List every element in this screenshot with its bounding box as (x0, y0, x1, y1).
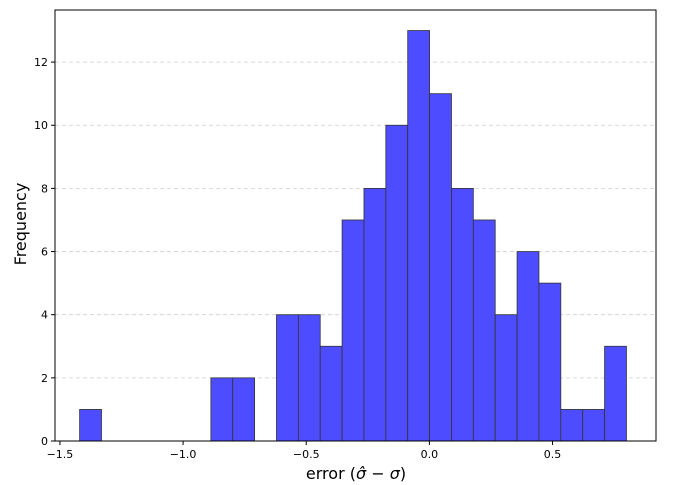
histogram-bar (516, 251, 540, 442)
y-axis-label: Frequency (11, 183, 30, 266)
x-axis-label-sigma-hat: σ̂ (356, 464, 367, 483)
histogram-bar (494, 314, 518, 442)
histogram-bar (604, 345, 627, 442)
x-tick-label: −0.5 (293, 448, 320, 461)
histogram-bar (385, 124, 409, 442)
y-tick-label: 10 (34, 119, 48, 132)
histogram-bar (210, 377, 234, 442)
y-tick-label: 8 (41, 182, 48, 195)
histogram-bar (407, 30, 430, 442)
x-tick-label: 0.5 (544, 448, 562, 461)
histogram-bar (297, 314, 321, 442)
histogram-bar (472, 219, 496, 442)
histogram-bar (319, 345, 343, 442)
y-axis-ticks: 0 2 4 6 8 10 12 (34, 56, 55, 448)
y-tick-label: 0 (41, 435, 48, 448)
y-tick-label: 12 (34, 56, 48, 69)
histogram-bar (276, 314, 299, 442)
x-axis-label-sigma: σ (390, 464, 401, 483)
bars-layer (79, 30, 627, 442)
x-tick-label: 0.0 (421, 448, 439, 461)
x-tick-label: −1.0 (170, 448, 197, 461)
histogram-bar (429, 93, 452, 442)
x-axis-label-suffix: ) (400, 464, 406, 483)
x-axis-ticks: −1.5 −1.0 −0.5 0.0 0.5 (47, 441, 562, 461)
histogram-bar (232, 377, 256, 442)
histogram-bar (582, 409, 605, 442)
y-tick-label: 6 (41, 246, 48, 259)
x-axis-label-minus: − (366, 464, 390, 483)
y-tick-label: 4 (41, 309, 48, 322)
histogram-bar (341, 219, 365, 442)
x-tick-label: −1.5 (47, 448, 74, 461)
x-axis-label-prefix: error ( (306, 464, 356, 483)
histogram-bar (538, 282, 562, 442)
histogram-bar (79, 409, 102, 442)
plot-frame (54, 9, 657, 442)
histogram-bar (451, 187, 474, 442)
y-tick-label: 2 (41, 372, 48, 385)
x-axis-label: error (σ̂ − σ) (306, 464, 406, 483)
histogram-bar (560, 409, 584, 442)
histogram-bar (363, 187, 387, 442)
